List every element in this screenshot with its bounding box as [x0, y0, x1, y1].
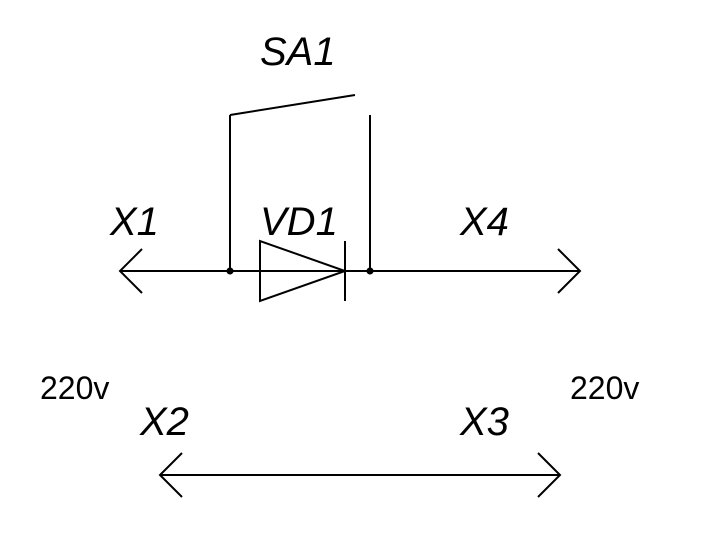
- x1-label: X1: [110, 200, 159, 245]
- voltage-left-label: 220v: [40, 370, 109, 407]
- diode-label: VD1: [260, 200, 338, 245]
- x3-label: X3: [460, 400, 509, 445]
- x2-label: X2: [140, 400, 189, 445]
- junction-right: [367, 268, 374, 275]
- circuit-diagram: [0, 0, 712, 553]
- x4-label: X4: [460, 200, 509, 245]
- voltage-right-label: 220v: [570, 370, 639, 407]
- junction-left: [227, 268, 234, 275]
- switch-label: SA1: [260, 30, 336, 75]
- switch-arm: [230, 95, 355, 115]
